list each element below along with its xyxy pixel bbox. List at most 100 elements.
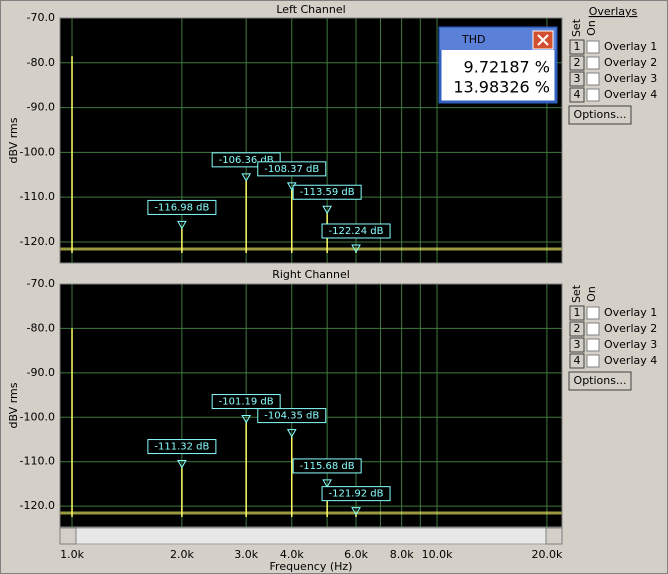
set-button[interactable] <box>569 39 585 55</box>
chart-title: Left Channel <box>276 3 345 16</box>
set-number: 2 <box>574 56 581 69</box>
close-icon <box>537 34 549 46</box>
x-axis-label: Frequency (Hz) <box>270 560 353 573</box>
on-checkbox[interactable] <box>586 72 600 86</box>
options-button[interactable] <box>568 105 632 125</box>
on-label: On <box>585 20 598 36</box>
set-button[interactable] <box>569 353 585 369</box>
set-button[interactable] <box>569 337 585 353</box>
x-tick-label: 3.0k <box>234 548 258 561</box>
peak-label-box <box>321 223 391 239</box>
chart-title: Right Channel <box>272 268 350 281</box>
thd-value: 9.72187 % <box>464 58 550 77</box>
on-checkbox[interactable] <box>586 56 600 70</box>
scrollbar[interactable] <box>59 527 563 545</box>
peak-marker <box>241 415 252 424</box>
scroll-right[interactable] <box>545 527 563 545</box>
x-tick-label: 1.0k <box>60 548 84 561</box>
set-number: 1 <box>574 40 581 53</box>
peak-label-box <box>147 439 217 455</box>
set-button[interactable] <box>569 71 585 87</box>
peak-label-box <box>211 394 281 410</box>
set-number: 1 <box>574 306 581 319</box>
plot-border <box>59 283 563 528</box>
set-number: 4 <box>574 354 581 367</box>
peak-label-box <box>321 486 391 502</box>
set-button[interactable] <box>569 55 585 71</box>
peak-label: -104.35 dB <box>264 411 319 422</box>
overlay-name: Overlay 2 <box>604 322 657 335</box>
options-label: Options... <box>574 374 627 387</box>
on-checkbox[interactable] <box>586 338 600 352</box>
peak-marker <box>177 460 187 469</box>
x-tick-label: 4.0k <box>280 548 304 561</box>
peak-marker <box>351 244 361 253</box>
set-number: 4 <box>574 88 581 101</box>
y-axis-label: dBV rms <box>7 382 20 428</box>
peak-label: -108.37 dB <box>264 164 319 175</box>
x-tick-label: 2.0k <box>170 548 194 561</box>
overlay-name: Overlay 2 <box>604 56 657 69</box>
peak-label: -101.19 dB <box>219 397 274 408</box>
thd-title: THD <box>461 33 485 46</box>
set-label: Set <box>570 284 583 303</box>
peak-marker <box>322 205 333 215</box>
y-tick-label: -100.0 <box>20 145 55 158</box>
on-checkbox[interactable] <box>586 322 600 336</box>
peak-label: -106.36 dB <box>219 155 274 166</box>
set-label: Set <box>570 18 583 37</box>
set-button[interactable] <box>569 87 585 103</box>
peak-marker <box>177 220 187 230</box>
peak-label: -116.98 dB <box>154 202 209 213</box>
y-tick-label: -70.0 <box>27 277 55 290</box>
overlay-name: Overlay 1 <box>604 306 657 319</box>
on-checkbox[interactable] <box>586 88 600 102</box>
y-tick-label: -70.0 <box>27 11 55 24</box>
plot-area <box>60 284 562 527</box>
options-label: Options... <box>574 108 627 121</box>
peak-label-box <box>257 161 327 177</box>
peak-label: -113.59 dB <box>300 187 355 198</box>
y-tick-label: -90.0 <box>27 366 55 379</box>
on-checkbox[interactable] <box>586 354 600 368</box>
peak-label-box <box>147 199 217 215</box>
on-checkbox[interactable] <box>586 40 600 54</box>
peak-label-box <box>257 408 327 424</box>
on-checkbox[interactable] <box>586 306 600 320</box>
set-button[interactable] <box>569 305 585 321</box>
set-button[interactable] <box>569 321 585 337</box>
overlay-name: Overlay 4 <box>604 354 657 367</box>
thd-titlebar <box>440 28 556 50</box>
y-tick-label: -120.0 <box>20 235 55 248</box>
y-tick-label: -110.0 <box>20 455 55 468</box>
y-tick-label: -120.0 <box>20 499 55 512</box>
y-axis-label: dBV rms <box>7 117 20 163</box>
x-tick-label: 20.0k <box>531 548 562 561</box>
set-number: 3 <box>574 338 581 351</box>
set-number: 2 <box>574 322 581 335</box>
peak-label: -121.92 dB <box>329 489 384 500</box>
peak-label: -122.24 dB <box>329 226 384 237</box>
overlay-name: Overlay 1 <box>604 40 657 53</box>
overlay-name: Overlay 4 <box>604 88 657 101</box>
on-label: On <box>585 286 598 302</box>
peak-label: -111.32 dB <box>154 442 209 453</box>
panel-title: Overlays <box>589 5 638 18</box>
overlay-name: Overlay 3 <box>604 72 657 85</box>
options-button[interactable] <box>568 371 632 391</box>
peak-marker <box>286 429 297 438</box>
x-tick-label: 6.0k <box>344 548 368 561</box>
y-tick-label: -90.0 <box>27 101 55 114</box>
y-tick-label: -110.0 <box>20 190 55 203</box>
overlay-name: Overlay 3 <box>604 338 657 351</box>
set-number: 3 <box>574 72 581 85</box>
thd-value: 13.98326 % <box>453 78 550 97</box>
x-tick-label: 10.0k <box>422 548 453 561</box>
x-tick-label: 8.0k <box>390 548 414 561</box>
peak-marker <box>241 173 252 182</box>
peak-label: -115.68 dB <box>300 461 355 472</box>
peak-label-box <box>292 184 362 200</box>
y-tick-label: -100.0 <box>20 410 55 423</box>
scroll-left[interactable] <box>59 527 77 545</box>
